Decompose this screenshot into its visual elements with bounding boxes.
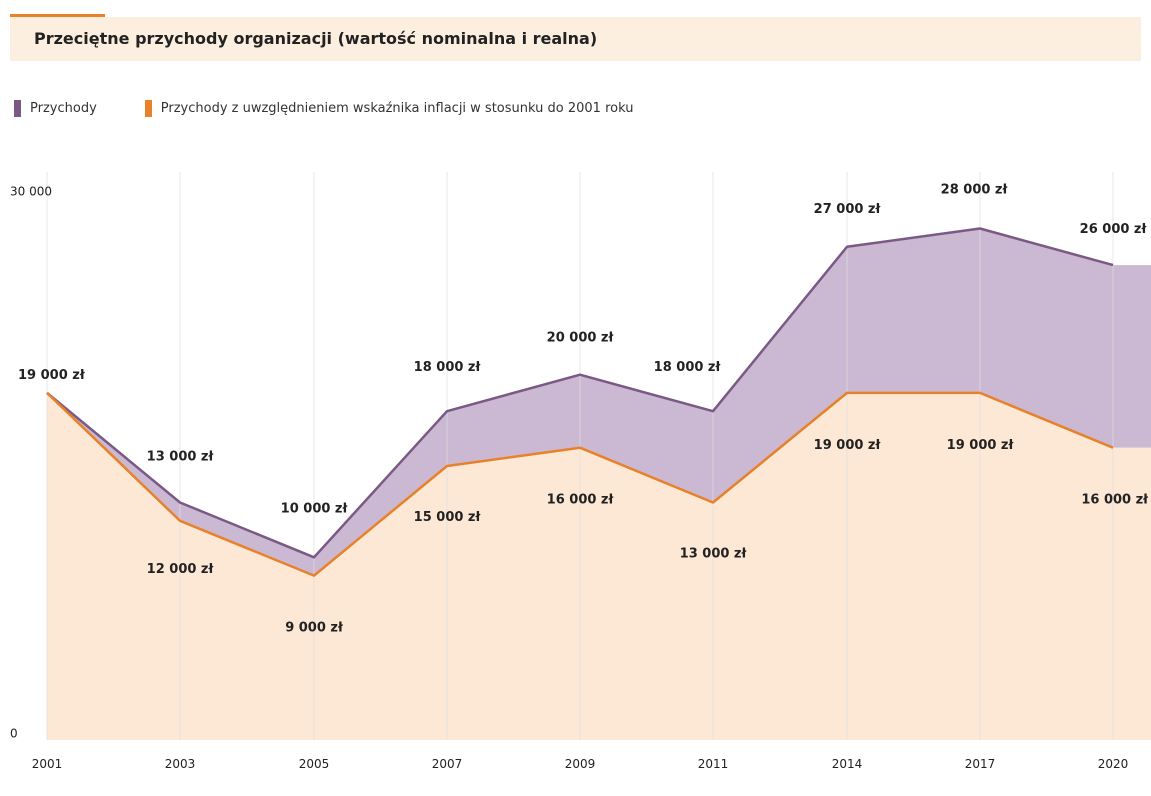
data-label-przychody: 26 000 zł xyxy=(1080,222,1148,237)
data-label-przychody: 13 000 zł xyxy=(147,450,215,465)
x-tick-label: 2005 xyxy=(299,757,330,771)
data-label-przychody-inflacja: 9 000 zł xyxy=(285,621,344,636)
data-label-przychody-inflacja: 12 000 zł xyxy=(147,562,215,577)
data-label-przychody-inflacja: 19 000 zł xyxy=(947,438,1015,453)
data-label-przychody: 28 000 zł xyxy=(941,183,1009,198)
legend: Przychody Przychody z uwzględnieniem wsk… xyxy=(14,96,681,120)
legend-label-przychody: Przychody xyxy=(30,100,97,116)
legend-label-przychody-inflacja: Przychody z uwzględnieniem wskaźnika inf… xyxy=(160,100,634,116)
data-label-przychody: 20 000 zł xyxy=(547,331,615,346)
y-tick-label: 30 000 xyxy=(10,185,52,199)
data-label-przychody-inflacja: 16 000 zł xyxy=(1081,493,1149,508)
y-tick-label: 0 xyxy=(10,727,18,741)
chart-header: Przeciętne przychody organizacji (wartoś… xyxy=(10,17,1141,61)
x-tick-label: 2017 xyxy=(965,757,996,771)
x-tick-label: 2014 xyxy=(832,757,863,771)
x-tick-label: 2020 xyxy=(1098,757,1129,771)
x-tick-label: 2001 xyxy=(32,757,63,771)
area-between-fill xyxy=(47,228,1151,576)
data-label-przychody: 27 000 zł xyxy=(814,202,882,217)
legend-swatch-przychody-inflacja xyxy=(144,99,152,117)
legend-swatch-przychody xyxy=(14,99,21,117)
line-przychody xyxy=(46,227,1114,559)
x-tick-label: 2009 xyxy=(565,757,596,771)
data-label-przychody: 18 000 zł xyxy=(414,360,482,375)
legend-item-przychody-inflacja: Przychody z uwzględnieniem wskaźnika inf… xyxy=(144,99,634,117)
x-tick-label: 2007 xyxy=(432,757,463,771)
data-label-przychody: 19 000 zł xyxy=(18,368,86,383)
data-label-przychody-inflacja: 16 000 zł xyxy=(547,493,615,508)
x-tick-label: 2003 xyxy=(165,757,196,771)
data-label-przychody: 18 000 zł xyxy=(654,360,722,375)
data-label-przychody: 10 000 zł xyxy=(281,501,349,516)
chart-title: Przeciętne przychody organizacji (wartoś… xyxy=(34,29,598,48)
area-real-fill xyxy=(47,392,1151,740)
x-tick-label: 2011 xyxy=(698,757,729,771)
data-label-przychody-inflacja: 13 000 zł xyxy=(680,547,748,562)
data-label-przychody-inflacja: 15 000 zł xyxy=(414,510,482,525)
data-label-przychody-inflacja: 19 000 zł xyxy=(814,438,882,453)
line-przychody-inflacja xyxy=(46,391,1114,577)
header-accent-bar xyxy=(10,14,105,17)
legend-item-przychody: Przychody xyxy=(14,99,97,117)
